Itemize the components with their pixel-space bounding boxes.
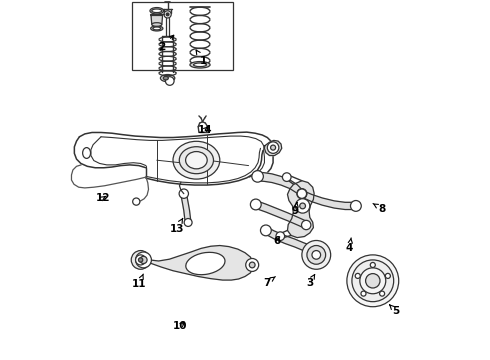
Circle shape — [350, 201, 361, 211]
Ellipse shape — [173, 141, 220, 179]
Circle shape — [305, 244, 315, 254]
Circle shape — [297, 189, 307, 199]
Polygon shape — [181, 194, 191, 222]
Circle shape — [297, 189, 307, 198]
Polygon shape — [288, 181, 314, 238]
Text: 6: 6 — [274, 236, 281, 246]
Circle shape — [131, 251, 150, 269]
Circle shape — [166, 13, 169, 16]
Ellipse shape — [152, 23, 162, 26]
Text: 13: 13 — [170, 219, 184, 234]
Polygon shape — [302, 190, 356, 210]
Text: 7: 7 — [263, 276, 275, 288]
Circle shape — [276, 232, 285, 240]
Circle shape — [370, 262, 375, 267]
Circle shape — [355, 273, 360, 278]
FancyBboxPatch shape — [132, 2, 233, 70]
Circle shape — [302, 240, 331, 269]
Circle shape — [347, 255, 399, 307]
Ellipse shape — [83, 148, 91, 158]
Text: 11: 11 — [131, 274, 146, 289]
Ellipse shape — [186, 152, 207, 169]
Text: 4: 4 — [346, 238, 353, 253]
Ellipse shape — [150, 8, 164, 14]
Polygon shape — [256, 201, 306, 229]
Circle shape — [136, 252, 151, 268]
Circle shape — [307, 246, 326, 264]
Circle shape — [245, 258, 259, 271]
Circle shape — [249, 262, 255, 268]
Circle shape — [270, 145, 275, 150]
Ellipse shape — [152, 9, 162, 13]
Polygon shape — [258, 172, 302, 198]
Text: 14: 14 — [198, 125, 213, 135]
Circle shape — [261, 225, 271, 236]
Polygon shape — [151, 15, 163, 24]
Ellipse shape — [190, 62, 210, 68]
Circle shape — [164, 11, 171, 18]
Ellipse shape — [179, 147, 214, 174]
Ellipse shape — [160, 75, 175, 82]
Circle shape — [268, 142, 279, 153]
Circle shape — [301, 220, 311, 230]
Text: 10: 10 — [173, 321, 188, 331]
Circle shape — [184, 219, 192, 226]
Circle shape — [136, 255, 146, 265]
Ellipse shape — [153, 27, 161, 30]
Circle shape — [300, 203, 305, 209]
Circle shape — [252, 171, 263, 182]
Text: 3: 3 — [306, 274, 315, 288]
Circle shape — [366, 274, 380, 288]
Circle shape — [361, 291, 366, 296]
Circle shape — [295, 199, 310, 213]
Text: 9: 9 — [292, 203, 299, 216]
Ellipse shape — [163, 76, 169, 80]
Polygon shape — [144, 246, 253, 280]
Text: 2: 2 — [159, 35, 174, 52]
Text: 1: 1 — [196, 50, 207, 66]
Circle shape — [133, 198, 140, 205]
Circle shape — [312, 251, 320, 259]
Circle shape — [140, 256, 147, 264]
Circle shape — [380, 291, 385, 296]
Circle shape — [139, 258, 143, 262]
Text: 8: 8 — [373, 203, 386, 214]
Circle shape — [179, 189, 189, 198]
Ellipse shape — [194, 63, 206, 67]
Polygon shape — [266, 226, 310, 253]
Ellipse shape — [151, 26, 163, 31]
Polygon shape — [265, 140, 282, 156]
Circle shape — [352, 260, 393, 302]
Circle shape — [250, 199, 261, 210]
Text: 5: 5 — [390, 305, 400, 316]
Circle shape — [360, 268, 386, 294]
Circle shape — [282, 173, 291, 181]
Text: 12: 12 — [96, 193, 110, 203]
Ellipse shape — [186, 252, 225, 275]
Circle shape — [385, 273, 391, 278]
Circle shape — [166, 77, 174, 85]
